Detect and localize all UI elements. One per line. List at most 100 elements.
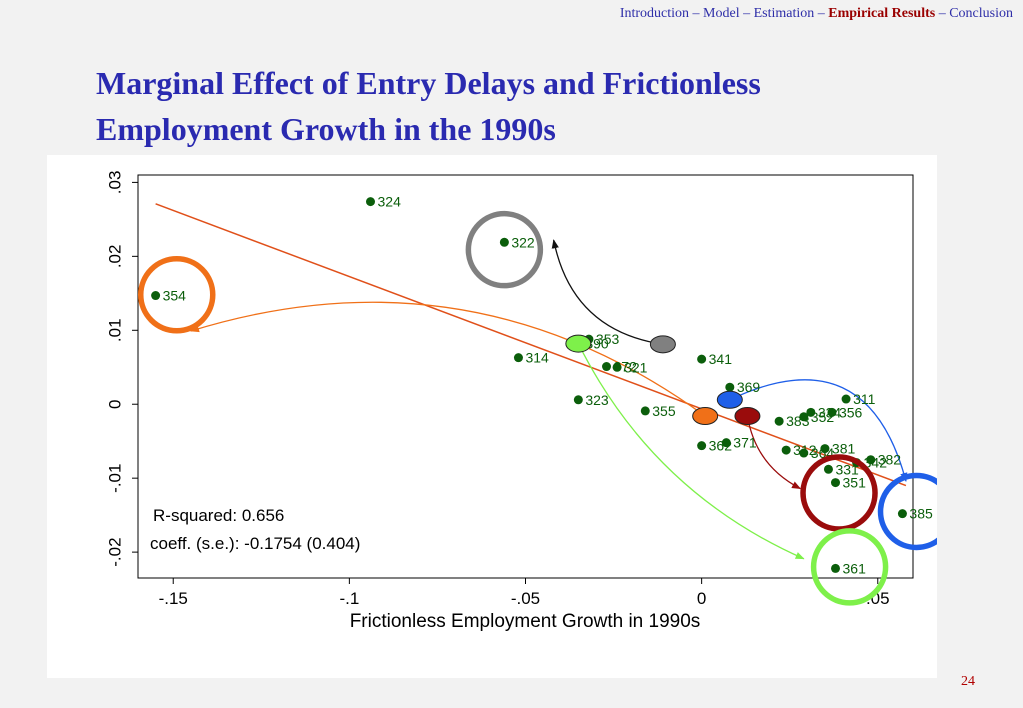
data-point xyxy=(612,362,622,372)
highlight-ring xyxy=(877,472,937,551)
marker-layer xyxy=(565,334,761,426)
highlight-arrow xyxy=(577,343,805,560)
point-label: 390 xyxy=(585,336,609,352)
point-label: 334 xyxy=(818,404,842,420)
data-point xyxy=(831,478,840,488)
ring-layer xyxy=(138,210,937,606)
data-point xyxy=(831,563,840,573)
point-label: 353 xyxy=(596,331,620,347)
x-tick-label: -.15 xyxy=(159,589,188,608)
highlight-ring xyxy=(138,256,216,334)
data-point xyxy=(781,445,791,455)
y-tick-label: -.02 xyxy=(105,537,124,566)
highlight-marker xyxy=(734,407,761,426)
point-layer: 3243223543143533903723213413693233553113… xyxy=(151,194,933,576)
data-point xyxy=(640,406,650,416)
highlight-ring xyxy=(465,210,544,289)
highlight-arrow xyxy=(729,379,908,483)
data-point xyxy=(823,464,833,474)
point-label: 356 xyxy=(839,404,863,420)
point-label: 381 xyxy=(832,441,856,457)
point-label: 314 xyxy=(525,350,549,366)
nav-empirical-results[interactable]: Empirical Results xyxy=(828,6,936,21)
data-point xyxy=(820,444,830,454)
x-tick-label: -.1 xyxy=(339,589,359,608)
data-point xyxy=(725,382,735,392)
data-point xyxy=(806,407,816,417)
page-number: 24 xyxy=(961,674,975,689)
point-label: 382 xyxy=(878,452,902,468)
point-label: 311 xyxy=(853,391,876,407)
highlight-arrow xyxy=(189,301,706,417)
point-label: 371 xyxy=(733,435,757,451)
data-point xyxy=(721,438,731,448)
data-point xyxy=(366,197,375,207)
data-point xyxy=(573,395,583,405)
point-label: 322 xyxy=(511,234,535,250)
data-point xyxy=(799,412,809,422)
slide-title-line-1: Marginal Effect of Entry Delays and Fric… xyxy=(96,65,761,101)
nav-separator: – xyxy=(817,6,825,21)
data-point xyxy=(841,394,851,404)
data-point xyxy=(827,407,837,417)
arrow-layer xyxy=(189,239,908,560)
y-tick-label: .02 xyxy=(105,245,124,269)
point-label: 331 xyxy=(835,461,859,477)
point-label: 321 xyxy=(624,359,648,375)
point-label: 354 xyxy=(163,288,187,304)
fit-line xyxy=(155,203,907,487)
data-point xyxy=(513,353,523,363)
data-point xyxy=(799,448,809,458)
r-squared-annotation: R-squared: 0.656 xyxy=(153,506,284,525)
nav-separator: – xyxy=(692,6,700,21)
highlight-marker xyxy=(692,407,719,426)
point-label: 324 xyxy=(378,194,402,210)
data-point xyxy=(697,441,707,451)
y-tick-label: .03 xyxy=(105,171,124,195)
scatter-chart: -.02-.010.01.02.03 -.15 -.1 -.05 0.05 32432… xyxy=(105,171,937,632)
data-point xyxy=(866,455,876,465)
slide-title-line-2: Employment Growth in the 1990s xyxy=(96,111,556,147)
y-tick-label: .01 xyxy=(105,318,124,342)
chart-panel: -.02 -.01 0.01.02.03 -.15 -.1 -.05 0.05 324 32… xyxy=(47,155,937,678)
highlight-marker xyxy=(565,334,592,353)
data-point xyxy=(697,354,707,364)
point-label: 355 xyxy=(652,403,676,419)
fit-line-layer xyxy=(155,203,907,487)
data-point xyxy=(602,362,612,372)
point-label: 362 xyxy=(709,438,733,454)
point-label: 323 xyxy=(585,392,609,408)
nav-estimation[interactable]: Estimation xyxy=(753,6,815,21)
data-point xyxy=(499,237,509,247)
section-nav: Introduction – Model – Estimation – Empi… xyxy=(620,6,1013,22)
point-label: 369 xyxy=(737,379,761,395)
nav-introduction[interactable]: Introduction xyxy=(619,6,690,21)
y-axis: -.02 -.01 0 .01 .02 .03 xyxy=(105,171,138,567)
slide-title: Marginal Effect of Entry Delays and Fric… xyxy=(96,60,976,152)
point-label: 351 xyxy=(843,475,867,491)
nav-model[interactable]: Model xyxy=(703,6,740,21)
y-tick-label: 0 xyxy=(105,399,124,408)
point-label: 342 xyxy=(864,455,888,471)
point-label: 341 xyxy=(709,351,733,367)
data-point xyxy=(774,416,784,426)
point-label: 361 xyxy=(843,560,867,576)
point-label: 352 xyxy=(811,409,835,425)
highlight-marker xyxy=(649,335,676,354)
y-tick-label: -.01 xyxy=(105,464,124,493)
nav-separator: – xyxy=(938,6,946,21)
point-label: 385 xyxy=(909,506,933,522)
highlight-arrow xyxy=(551,239,663,345)
highlight-ring xyxy=(810,528,889,606)
highlight-marker xyxy=(716,390,743,409)
nav-conclusion[interactable]: Conclusion xyxy=(949,6,1013,21)
nav-separator: – xyxy=(743,6,751,21)
highlight-arrow xyxy=(746,415,802,490)
x-axis: -.15 -.1 -.05 0.05 xyxy=(159,578,890,608)
data-point xyxy=(897,509,907,519)
x-tick-label: 0 xyxy=(697,589,706,608)
point-label: 383 xyxy=(786,413,810,429)
x-axis-label: Frictionless Employment Growth in 1990s xyxy=(350,611,701,632)
highlight-ring xyxy=(800,454,878,532)
x-tick-label: -.05 xyxy=(511,589,540,608)
